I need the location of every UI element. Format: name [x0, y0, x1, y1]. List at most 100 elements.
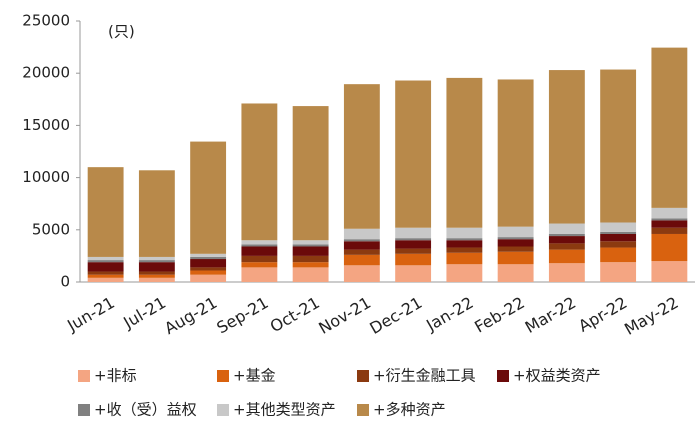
bar-segment [241, 244, 278, 247]
legend-swatch [497, 370, 509, 382]
bar-segment [600, 233, 637, 242]
bar-segment [600, 241, 637, 248]
bar-segment [446, 240, 483, 248]
bar-segment [395, 227, 432, 239]
bar-segment [190, 270, 227, 275]
bar-segment [292, 240, 329, 245]
bar-segment [292, 262, 329, 268]
bar-segment [548, 223, 585, 234]
bar-segment [343, 265, 380, 282]
y-tick-label: 0 [60, 273, 70, 291]
bar-segment [343, 84, 380, 229]
bar-segment [651, 207, 688, 219]
bar-segment [190, 267, 227, 271]
x-tick-label: Nov-21 [315, 293, 374, 338]
legend-label: +权益类资产 [513, 367, 601, 385]
bar-segment [241, 262, 278, 268]
legend-swatch [357, 370, 369, 382]
bar-segment [87, 260, 124, 263]
bar-segment [600, 247, 637, 263]
bar-segment [241, 255, 278, 263]
bar-segment [87, 277, 124, 282]
bar-segment [651, 261, 688, 282]
bar-segment [138, 262, 175, 272]
x-tick-label: Oct-21 [267, 293, 323, 336]
bar-segment [190, 274, 227, 282]
legend-swatch [78, 370, 90, 382]
bar-segment [548, 236, 585, 244]
legend-label: +其他类型资产 [233, 401, 336, 419]
bar-segment [292, 246, 329, 256]
x-tick-label: Sep-21 [213, 293, 271, 338]
legend-label: +多种资产 [373, 401, 446, 419]
bar-segment [87, 262, 124, 272]
bar-segment [497, 239, 534, 247]
bar-segment [651, 227, 688, 234]
bar-segment [446, 264, 483, 282]
bar-segment [241, 103, 278, 241]
bar-segment [343, 241, 380, 250]
bar-segment [138, 277, 175, 282]
legend-label: +衍生金融工具 [373, 367, 476, 385]
y-tick-label: 20000 [22, 64, 70, 82]
bar-segment [241, 240, 278, 245]
x-tick-label: Apr-22 [575, 293, 630, 336]
bar-segment [600, 69, 637, 223]
bar-segment [87, 167, 124, 257]
bar-segment [548, 233, 585, 237]
bar-segment [651, 220, 688, 228]
bar-segment [446, 247, 483, 253]
bar-segment [138, 274, 175, 278]
x-tick-label: May-22 [621, 293, 682, 339]
bar-segment [138, 260, 175, 263]
bar-segment [446, 77, 483, 228]
legend-label: +收（受）益权 [94, 401, 197, 419]
bar-segment [190, 259, 227, 268]
bar-segment [292, 267, 329, 282]
bar-segment [343, 228, 380, 240]
bar-segment [446, 252, 483, 265]
bar-segment [446, 227, 483, 239]
bar-segment [395, 248, 432, 254]
bar-segment [292, 255, 329, 263]
bar-segment [241, 267, 278, 282]
x-tick-label: Jun-21 [63, 293, 118, 336]
bar-segment [548, 243, 585, 250]
bar-segment [548, 249, 585, 264]
bar-segment [87, 274, 124, 278]
x-tick-label: Aug-21 [161, 293, 220, 338]
bar-segment [548, 263, 585, 282]
bar-segment [651, 47, 688, 208]
legend-swatch [357, 404, 369, 416]
legend-swatch [217, 404, 229, 416]
bar-segment [395, 238, 432, 241]
legend-label: +非标 [94, 367, 137, 385]
bar-segment [548, 70, 585, 224]
bar-segment [497, 226, 534, 238]
bar-segment [395, 265, 432, 282]
x-tick-label: Jul-21 [119, 293, 169, 333]
bar-segment [446, 238, 483, 241]
bar-segment [497, 237, 534, 240]
y-axis-label: (只) [108, 23, 135, 41]
bar-segment [497, 251, 534, 265]
y-tick-label: 15000 [22, 116, 70, 134]
bar-segment [395, 240, 432, 249]
bar-segment [343, 249, 380, 255]
bar-segment [292, 106, 329, 241]
bar-segment [190, 256, 227, 260]
x-tick-label: Jan-22 [422, 293, 476, 335]
bar-segment [395, 80, 432, 228]
bar-segment [190, 141, 227, 254]
legend-label: +基金 [233, 367, 276, 385]
bar-segment [497, 79, 534, 227]
y-tick-label: 5000 [32, 220, 70, 238]
x-tick-label: Feb-22 [471, 293, 528, 337]
bar-segment [497, 246, 534, 252]
x-tick-label: Mar-22 [522, 293, 579, 337]
bar-segment [190, 253, 227, 257]
x-tick-label: Dec-21 [366, 293, 425, 338]
bar-segment [241, 246, 278, 256]
legend-swatch [78, 404, 90, 416]
bar-segment [87, 271, 124, 275]
